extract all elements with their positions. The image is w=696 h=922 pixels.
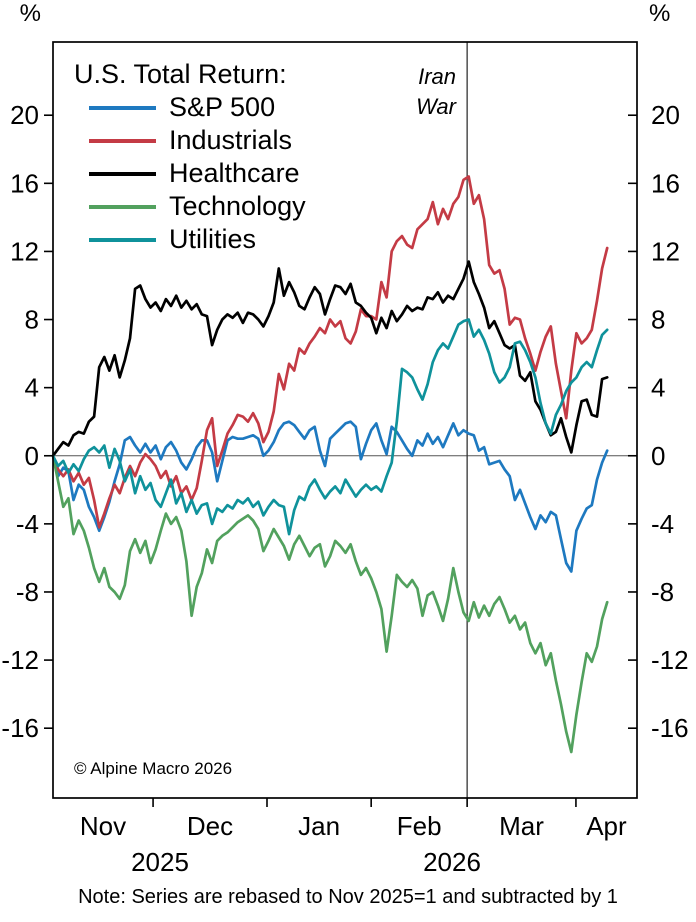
healthcare-line-swatch — [89, 171, 156, 176]
legend-label-technology: Technology — [169, 191, 306, 221]
legend: U.S. Total Return: S&P 500 Industrials H… — [74, 58, 306, 256]
event-annotation-iran-war: Iran War — [0, 62, 456, 122]
legend-label-sp500: S&P 500 — [169, 92, 276, 122]
y-tick-label-right: -4 — [651, 509, 674, 539]
legend-label-healthcare: Healthcare — [169, 158, 300, 188]
legend-item-utilities: Utilities — [74, 223, 306, 256]
plot-border — [52, 41, 638, 799]
y-tick-label-left: 12 — [10, 236, 39, 266]
y-tick-label-left: 4 — [25, 373, 39, 403]
event-annotation-line1: Iran — [418, 64, 456, 89]
x-axis-year-2026: 2026 — [423, 847, 481, 877]
y-tick-label-right: 0 — [651, 441, 665, 471]
series-line-technology — [51, 454, 609, 754]
x-axis-month-label: Feb — [397, 811, 442, 841]
y-tick-label-left: 8 — [25, 305, 39, 335]
legend-item-industrials: Industrials — [74, 124, 306, 157]
sp500-line-swatch — [89, 105, 156, 110]
x-axis-month-label: Dec — [187, 811, 233, 841]
y-tick-label-left: -4 — [16, 509, 39, 539]
legend-label-utilities: Utilities — [169, 224, 257, 254]
legend-title: U.S. Total Return: — [74, 59, 287, 89]
y-tick-label-left: -12 — [1, 645, 39, 675]
legend-item-sp500: S&P 500 — [74, 91, 306, 124]
y-tick-label-right: -16 — [651, 713, 689, 743]
footnote-text: Note: Series are rebased to Nov 2025=1 a… — [78, 886, 618, 908]
industrials-line-swatch — [89, 138, 156, 143]
x-axis-month-label: Apr — [586, 811, 627, 841]
legend-item-healthcare: Healthcare — [74, 157, 306, 190]
utilities-line-swatch — [89, 237, 156, 242]
y-tick-label-right: -8 — [651, 577, 674, 607]
x-axis-year-2025: 2025 — [131, 847, 189, 877]
y-tick-label-right: 20 — [651, 100, 680, 130]
y-tick-label-left: 20 — [10, 100, 39, 130]
y-axis-unit-right: % — [649, 0, 671, 27]
y-tick-label-left: 0 — [25, 441, 39, 471]
y-tick-label-right: 4 — [651, 373, 665, 403]
event-annotation-line2: War — [416, 94, 456, 119]
y-tick-label-right: 16 — [651, 168, 680, 198]
y-tick-label-right: -12 — [651, 645, 689, 675]
legend-item-technology: Technology — [74, 190, 306, 223]
x-axis-month-label: Jan — [298, 811, 340, 841]
series-line-s-p-500 — [51, 420, 609, 573]
y-tick-label-left: -16 — [1, 713, 39, 743]
y-tick-label-left: 16 — [10, 168, 39, 198]
series-line-utilities — [51, 318, 609, 536]
y-axis-unit-left: % — [19, 0, 41, 27]
y-tick-label-right: 12 — [651, 236, 680, 266]
legend-label-industrials: Industrials — [169, 125, 293, 155]
series-line-industrials — [51, 175, 609, 529]
series-line-healthcare — [51, 260, 609, 458]
x-axis-month-label: Mar — [499, 811, 544, 841]
y-tick-label-right: 8 — [651, 305, 665, 335]
x-axis-month-label: Nov — [80, 811, 126, 841]
y-tick-label-left: -8 — [16, 577, 39, 607]
technology-line-swatch — [89, 204, 156, 209]
copyright-text: © Alpine Macro 2026 — [74, 759, 233, 778]
